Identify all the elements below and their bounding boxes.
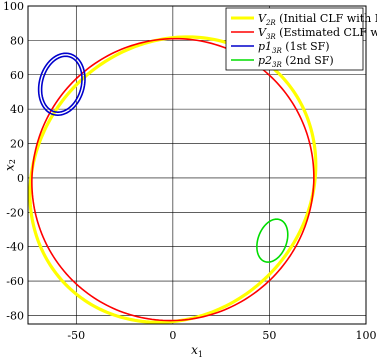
y-tick-label: -80 [6, 309, 24, 322]
y-tick-label: 40 [10, 103, 24, 116]
x-tick-label: 50 [262, 329, 276, 342]
series-curve-4 [256, 218, 289, 263]
plot-series [28, 35, 318, 324]
y-tick-label: -60 [6, 275, 24, 288]
x-axis-label: x1 [191, 343, 203, 359]
y-tick-label: 60 [10, 69, 24, 82]
series-curve-3 [37, 52, 86, 116]
series-curve-1 [28, 35, 318, 324]
legend: V2R (Initial CLF with ROA)V3R (Estimated… [225, 7, 377, 71]
x-tick-label: 0 [169, 329, 176, 342]
y-tick-label: -40 [6, 241, 24, 254]
y-tick-label: -20 [6, 206, 24, 219]
y-tick-label: 0 [17, 172, 24, 185]
legend-label-1: V2R (Initial CLF with ROA) [258, 12, 377, 27]
legend-label-2: V3R (Estimated CLF with ROA) [258, 26, 377, 41]
y-axis-label: x2 [3, 159, 18, 171]
x-tick-label: -50 [67, 329, 85, 342]
plot-frame [27, 5, 367, 325]
x-tick-label: 100 [356, 329, 377, 342]
series-curve-3-inner [40, 55, 83, 113]
y-tick-label: 20 [10, 138, 24, 151]
y-tick-label: 100 [3, 0, 24, 13]
legend-label-4: p23R (2nd SF) [258, 54, 334, 69]
legend-label-3: p13R (1st SF) [258, 40, 330, 55]
ticks: -50 0 50 100 -80 -60 -40 -20 0 20 40 60 80 100 [3, 0, 377, 342]
series-curve-2 [31, 37, 315, 322]
y-tick-label: 80 [10, 34, 24, 47]
